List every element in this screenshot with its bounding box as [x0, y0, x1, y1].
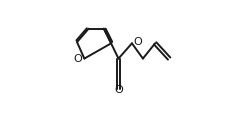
- Text: O: O: [114, 85, 123, 95]
- Text: O: O: [73, 54, 82, 64]
- Text: O: O: [133, 37, 142, 47]
